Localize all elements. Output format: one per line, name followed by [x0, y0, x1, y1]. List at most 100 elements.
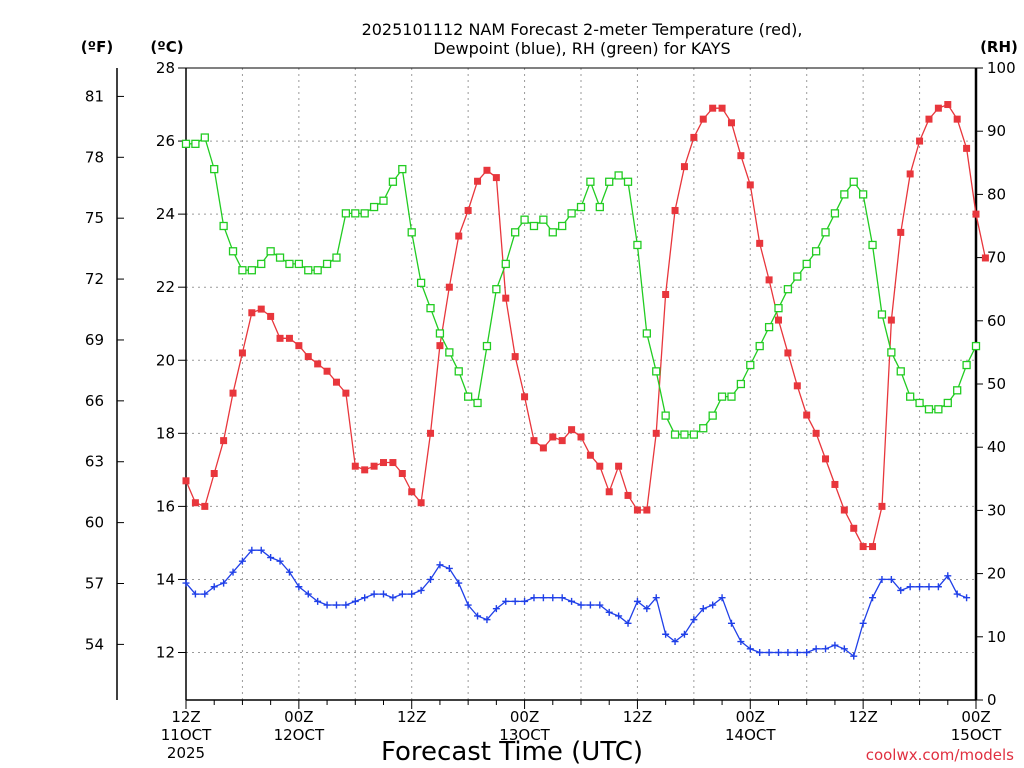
- dewpoint-point: [539, 594, 547, 602]
- dewpoint-point: [775, 649, 782, 657]
- temperature-point: [934, 104, 942, 112]
- rh-point: [633, 240, 642, 250]
- dewpoint-point: [182, 579, 190, 587]
- rh-point: [934, 405, 943, 414]
- temperature-point: [727, 119, 735, 127]
- dewpoint-point: [285, 568, 293, 576]
- rh-tick-label: 30: [987, 501, 1006, 519]
- dewpoint-point: [916, 583, 924, 591]
- temperature-point: [822, 455, 830, 463]
- temperature-point: [925, 115, 933, 123]
- rh-point: [896, 367, 905, 376]
- temperature-point: [869, 543, 877, 551]
- fahrenheit-axis: 81 78 75 72 69 66 63 60 57 54: [85, 87, 124, 653]
- temperature-point: [633, 506, 641, 514]
- time-tick-label: 2025: [167, 744, 205, 762]
- dewpoint-point: [220, 579, 228, 587]
- fahrenheit-tick-label: 81: [85, 87, 104, 105]
- dewpoint-point: [869, 594, 877, 602]
- rh-point: [764, 322, 774, 332]
- dewpoint-point: [756, 649, 764, 657]
- fahrenheit-tick-label: 54: [85, 635, 104, 653]
- rh-point: [736, 379, 746, 389]
- temperature-point: [746, 181, 754, 189]
- rh-point: [238, 266, 247, 275]
- chart-title-line1: 2025101112 NAM Forecast 2-meter Temperat…: [362, 20, 803, 39]
- rh-point: [181, 139, 191, 148]
- celsius-tick-label: 18: [156, 424, 175, 442]
- rh-point: [266, 247, 275, 256]
- temperature-point: [596, 462, 604, 470]
- dewpoint-point: [887, 575, 895, 583]
- rh-point: [379, 196, 388, 205]
- rh-point: [529, 221, 539, 231]
- dewpoint-point: [314, 597, 322, 605]
- rh-point: [191, 139, 200, 148]
- rh-point: [341, 209, 351, 218]
- rh-point: [670, 430, 680, 439]
- dewpoint-point: [521, 597, 529, 605]
- celsius-tick-label: 12: [156, 644, 175, 662]
- temperature-point: [568, 426, 576, 434]
- fahrenheit-tick-label: 69: [85, 331, 104, 349]
- temperature-point: [615, 462, 623, 470]
- time-tick-label: 12Z: [623, 708, 652, 726]
- rh-tick-label: 20: [987, 565, 1006, 583]
- rh-point: [520, 215, 529, 224]
- dewpoint-point: [304, 590, 312, 598]
- rh-point: [943, 398, 952, 408]
- time-tick-label: 12Z: [848, 708, 877, 726]
- temperature-point: [859, 543, 867, 551]
- dewpoint-point: [342, 601, 350, 609]
- dewpoint-point: [474, 612, 482, 620]
- dewpoint-point: [436, 561, 444, 569]
- dewpoint-point: [662, 630, 670, 638]
- dewpoint-point: [464, 601, 472, 609]
- dewpoint-point: [925, 583, 933, 591]
- time-tick-label: 00Z: [284, 708, 313, 726]
- rh-point: [699, 424, 708, 433]
- temperature-point: [455, 232, 463, 240]
- temperature-point: [389, 459, 397, 467]
- dewpoint-point: [332, 601, 340, 609]
- dewpoint-point: [671, 638, 679, 646]
- temperature-point: [887, 316, 895, 324]
- dewpoint-point: [351, 597, 359, 605]
- temperature-point: [492, 174, 500, 182]
- rh-point: [257, 259, 266, 269]
- dewpoint-point: [276, 557, 284, 565]
- dewpoint-point: [934, 583, 942, 591]
- fahrenheit-tick-label: 66: [85, 392, 104, 410]
- rh-point: [962, 360, 971, 370]
- rh-point: [275, 253, 285, 262]
- rh-point: [445, 348, 454, 357]
- temperature-point: [586, 451, 594, 459]
- temperature-point: [445, 283, 453, 291]
- time-tick-label: 12Z: [397, 708, 426, 726]
- temperature-point: [906, 170, 914, 178]
- dewpoint-point: [549, 594, 557, 602]
- temperature-point: [577, 433, 585, 441]
- dewpoint-line: [185, 549, 967, 658]
- rh-point: [774, 304, 783, 313]
- dewpoint-point: [699, 605, 707, 613]
- rh-point: [746, 360, 755, 370]
- rh-point: [210, 164, 219, 174]
- dewpoint-point: [267, 554, 275, 562]
- celsius-unit-label: (ºC): [150, 38, 183, 56]
- dewpoint-point: [859, 619, 867, 627]
- temperature-point: [756, 239, 764, 247]
- temperature-point: [652, 429, 660, 437]
- rh-point: [953, 386, 962, 395]
- rh-tick-label: 80: [987, 185, 1006, 203]
- rh-point: [322, 259, 332, 269]
- rh-point: [435, 329, 445, 338]
- rh-point: [285, 259, 294, 269]
- rh-point: [614, 171, 623, 180]
- rh-point: [783, 285, 793, 294]
- celsius-tick-label: 16: [156, 497, 175, 515]
- rh-point: [388, 177, 398, 186]
- credit-text[interactable]: coolwx.com/models: [866, 746, 1014, 764]
